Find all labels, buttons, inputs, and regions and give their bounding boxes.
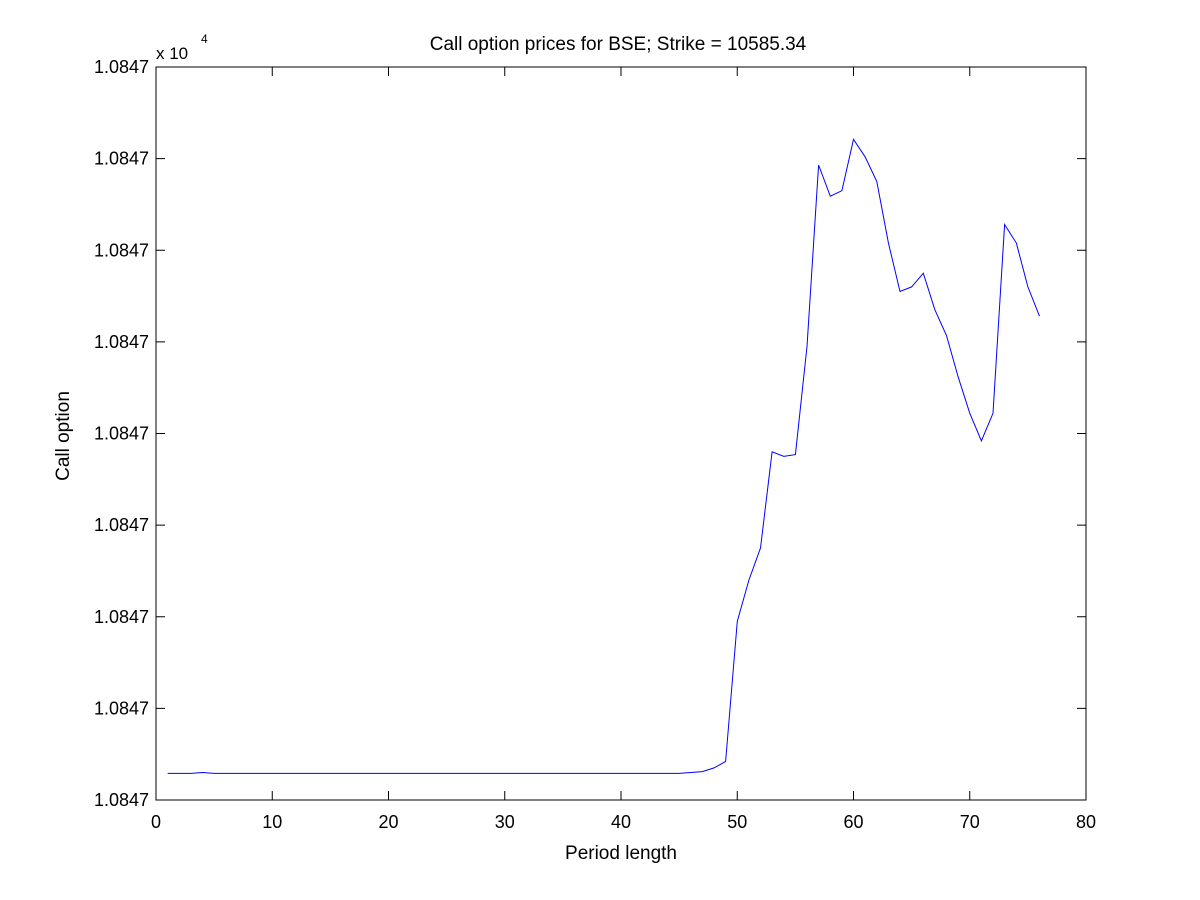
- y-multiplier-label: x 10: [156, 44, 188, 63]
- x-tick-label: 10: [262, 812, 282, 832]
- x-tick-label: 0: [151, 812, 161, 832]
- x-tick-label: 40: [611, 812, 631, 832]
- y-axis-label: Call option: [53, 391, 74, 481]
- x-tick-label: 30: [495, 812, 515, 832]
- x-tick-label: 20: [378, 812, 398, 832]
- chart-title: Call option prices for BSE; Strike = 105…: [430, 34, 807, 55]
- y-tick-label: 1.0847: [94, 790, 149, 810]
- y-multiplier-exponent: 4: [201, 32, 208, 46]
- x-tick-labels: 0 10 20 30 40 50 60 70 80: [151, 812, 1096, 832]
- x-tick-label: 80: [1076, 812, 1096, 832]
- y-tick-label: 1.0847: [94, 57, 149, 77]
- x-axis-label: Period length: [565, 843, 677, 864]
- y-tick-label: 1.0847: [94, 240, 149, 260]
- call-option-series-line: [167, 138, 1040, 774]
- y-tick-label: 1.0847: [94, 149, 149, 169]
- y-tick-label: 1.0847: [94, 332, 149, 352]
- y-tick-label: 1.0847: [94, 698, 149, 718]
- y-tick-label: 1.0847: [94, 424, 149, 444]
- y-tick-label: 1.0847: [94, 515, 149, 535]
- x-tick-label: 70: [960, 812, 980, 832]
- x-tick-label: 50: [727, 812, 747, 832]
- y-tick-labels: 1.0847 1.0847 1.0847 1.0847 1.0847 1.0847 1.08…: [94, 57, 149, 810]
- plot-area-background: [156, 67, 1086, 800]
- plot-area-frame: [155, 66, 1087, 801]
- x-tick-label: 60: [843, 812, 863, 832]
- y-tick-label: 1.0847: [94, 607, 149, 627]
